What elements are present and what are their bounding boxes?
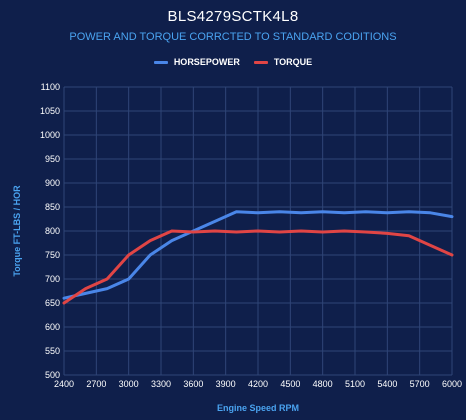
x-tick-label: 5400 xyxy=(377,379,397,389)
y-tick-label: 950 xyxy=(45,154,60,164)
y-tick-label: 750 xyxy=(45,250,60,260)
x-tick-label: 3300 xyxy=(151,379,171,389)
x-tick-label: 3000 xyxy=(119,379,139,389)
legend-swatch-torque xyxy=(253,60,268,64)
legend-item-horsepower[interactable]: HORSEPOWER xyxy=(153,57,240,67)
legend-swatch-horsepower xyxy=(153,60,168,64)
x-tick-label: 5700 xyxy=(410,379,430,389)
y-tick-label: 800 xyxy=(45,226,60,236)
chart-title: BLS4279SCTK4L8 xyxy=(167,8,299,25)
legend-label-torque: TORQUE xyxy=(273,57,313,67)
y-tick-label: 550 xyxy=(45,346,60,356)
y-tick-label: 1050 xyxy=(40,106,60,116)
series-line-horsepower xyxy=(62,210,454,300)
x-tick-label: 4200 xyxy=(248,379,268,389)
x-tick-label: 2400 xyxy=(54,379,74,389)
y-tick-label: 900 xyxy=(45,178,60,188)
y-tick-label: 500 xyxy=(45,370,60,380)
chart-subtitle: POWER AND TORQUE CORRCTED TO STANDARD CO… xyxy=(69,31,397,43)
y-tick-label: 850 xyxy=(45,202,60,212)
x-tick-label: 6000 xyxy=(442,379,462,389)
legend-label-horsepower: HORSEPOWER xyxy=(173,57,240,67)
y-tick-label: 1100 xyxy=(41,82,60,92)
legend-item-torque[interactable]: TORQUE xyxy=(253,57,313,67)
y-tick-label: 700 xyxy=(45,274,60,284)
y-axis-ticks: 500 550 600 650 700 750 800 850 900 950 1000 1050 11… xyxy=(40,82,60,380)
x-tick-label: 3600 xyxy=(183,379,203,389)
x-tick-label: 2700 xyxy=(86,379,106,389)
x-axis-title: Engine Speed RPM xyxy=(217,403,299,413)
y-tick-label: 650 xyxy=(45,298,60,308)
x-axis-ticks: 2400 2700 3000 3300 3600 3900 4200 4500 4800 5100… xyxy=(54,379,462,389)
x-tick-label: 4800 xyxy=(313,379,333,389)
y-tick-label: 1000 xyxy=(40,130,60,140)
x-tick-label: 3900 xyxy=(216,379,236,389)
series-line-torque xyxy=(62,229,454,305)
series-lines xyxy=(62,210,454,305)
chart-legend: HORSEPOWER TORQUE xyxy=(0,57,466,67)
y-axis-title: Torque FT-LBS / HOR xyxy=(12,185,22,277)
y-tick-label: 600 xyxy=(45,322,60,332)
x-tick-label: 5100 xyxy=(345,379,365,389)
x-tick-label: 4500 xyxy=(280,379,300,389)
